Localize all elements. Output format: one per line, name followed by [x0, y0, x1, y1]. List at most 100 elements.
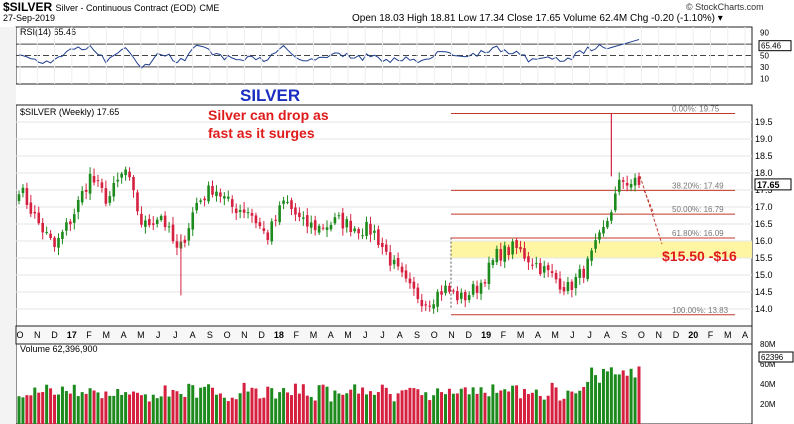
rsi-tick-label: 10	[760, 74, 769, 83]
candle-body	[523, 248, 526, 259]
volume-bar	[226, 401, 230, 424]
volume-bars-group	[17, 366, 641, 424]
volume-bar	[313, 400, 317, 424]
volume-bar	[522, 389, 526, 424]
volume-bar	[590, 367, 594, 424]
candle-body	[329, 224, 333, 230]
x-tick-label: S	[621, 330, 627, 340]
volume-bar	[349, 389, 353, 424]
volume-bar	[41, 392, 45, 424]
volume-bar	[305, 395, 309, 424]
volume-bar	[218, 393, 222, 424]
candle-body	[195, 202, 199, 211]
candle-body	[594, 240, 597, 249]
candle-body	[313, 220, 317, 231]
candle-body	[226, 196, 230, 199]
candle-body	[606, 220, 609, 228]
volume-panel-label: Volume 62,396,900	[20, 344, 98, 354]
volume-bar	[179, 393, 183, 424]
candle-body	[61, 231, 64, 239]
annotation-line-2: fast as it surges	[208, 125, 315, 141]
x-tick-label: A	[190, 330, 196, 340]
candle-body	[463, 292, 467, 301]
volume-bar	[76, 396, 80, 424]
candle-body	[459, 292, 463, 299]
contract-name: Silver - Continuous Contract (EOD)	[55, 3, 197, 13]
candle-body	[491, 260, 495, 265]
annotation-line-1: Silver can drop as	[208, 107, 329, 123]
x-tick-label: D	[51, 330, 58, 340]
candle-body	[309, 222, 313, 228]
candle-body	[436, 291, 439, 307]
candle-body	[69, 221, 72, 225]
candle-body	[175, 241, 179, 248]
candle-body	[270, 221, 274, 242]
volume-bar	[112, 395, 116, 424]
price-tick-label: 16.0	[755, 236, 773, 246]
volume-bar	[88, 388, 92, 424]
volume-bar	[155, 398, 159, 424]
volume-bar	[447, 388, 451, 424]
volume-bar	[479, 387, 483, 424]
volume-bar	[45, 384, 49, 424]
volume-bar	[412, 388, 416, 424]
candle-body	[542, 266, 546, 273]
volume-bar	[471, 387, 475, 424]
volume-bar	[365, 394, 369, 424]
x-tick-label: N	[655, 330, 662, 340]
candle-body	[392, 259, 396, 265]
support-zone	[451, 241, 752, 258]
volume-bar	[21, 397, 25, 424]
candle-body	[388, 252, 392, 266]
candle-body	[546, 265, 550, 271]
x-tick-label: J	[380, 330, 385, 340]
x-tick-label: D	[258, 330, 265, 340]
candle-body	[527, 256, 530, 263]
candle-body	[104, 188, 108, 204]
candle-body	[400, 266, 404, 273]
x-tick-label: F	[293, 330, 299, 340]
x-tick-label: J	[156, 330, 161, 340]
x-tick-label: A	[604, 330, 610, 340]
price-tag-box	[754, 178, 792, 191]
forecast-dash-1	[639, 175, 663, 245]
volume-bar	[246, 391, 250, 424]
candle-body	[428, 305, 432, 307]
candle-body	[155, 219, 159, 225]
volume-bar	[84, 393, 88, 424]
price-tick-label: 19.0	[755, 134, 773, 144]
candle-body	[171, 224, 175, 242]
candle-body	[88, 173, 92, 194]
x-tick-label: J	[363, 330, 368, 340]
volume-tag-box	[758, 351, 794, 363]
candle-body	[448, 285, 451, 292]
volume-bar	[242, 382, 246, 424]
x-tick-label: M	[517, 330, 525, 340]
volume-bar	[317, 385, 321, 424]
volume-bar	[416, 389, 420, 424]
volume-bar	[455, 393, 459, 424]
volume-bar	[64, 391, 68, 424]
volume-bar	[463, 387, 467, 424]
volume-bar	[37, 392, 41, 424]
volume-bar	[108, 395, 112, 424]
candle-body	[349, 220, 353, 232]
volume-bar	[254, 388, 258, 424]
volume-bar	[629, 368, 633, 424]
x-tick-label: O	[431, 330, 438, 340]
fib-label: 100.00%: 13.83	[672, 306, 729, 315]
volume-bar	[601, 368, 605, 424]
candle-body	[483, 282, 487, 284]
candle-body	[373, 230, 376, 233]
candle-body	[345, 219, 349, 228]
candle-body	[515, 240, 518, 249]
volume-bar	[483, 392, 487, 424]
x-tick-label: A	[742, 330, 748, 340]
candle-body	[377, 229, 380, 246]
candle-body	[503, 245, 507, 262]
volume-bar	[33, 387, 37, 424]
volume-bar	[633, 377, 637, 424]
x-tick-label: S	[414, 330, 420, 340]
volume-bar	[143, 394, 147, 424]
